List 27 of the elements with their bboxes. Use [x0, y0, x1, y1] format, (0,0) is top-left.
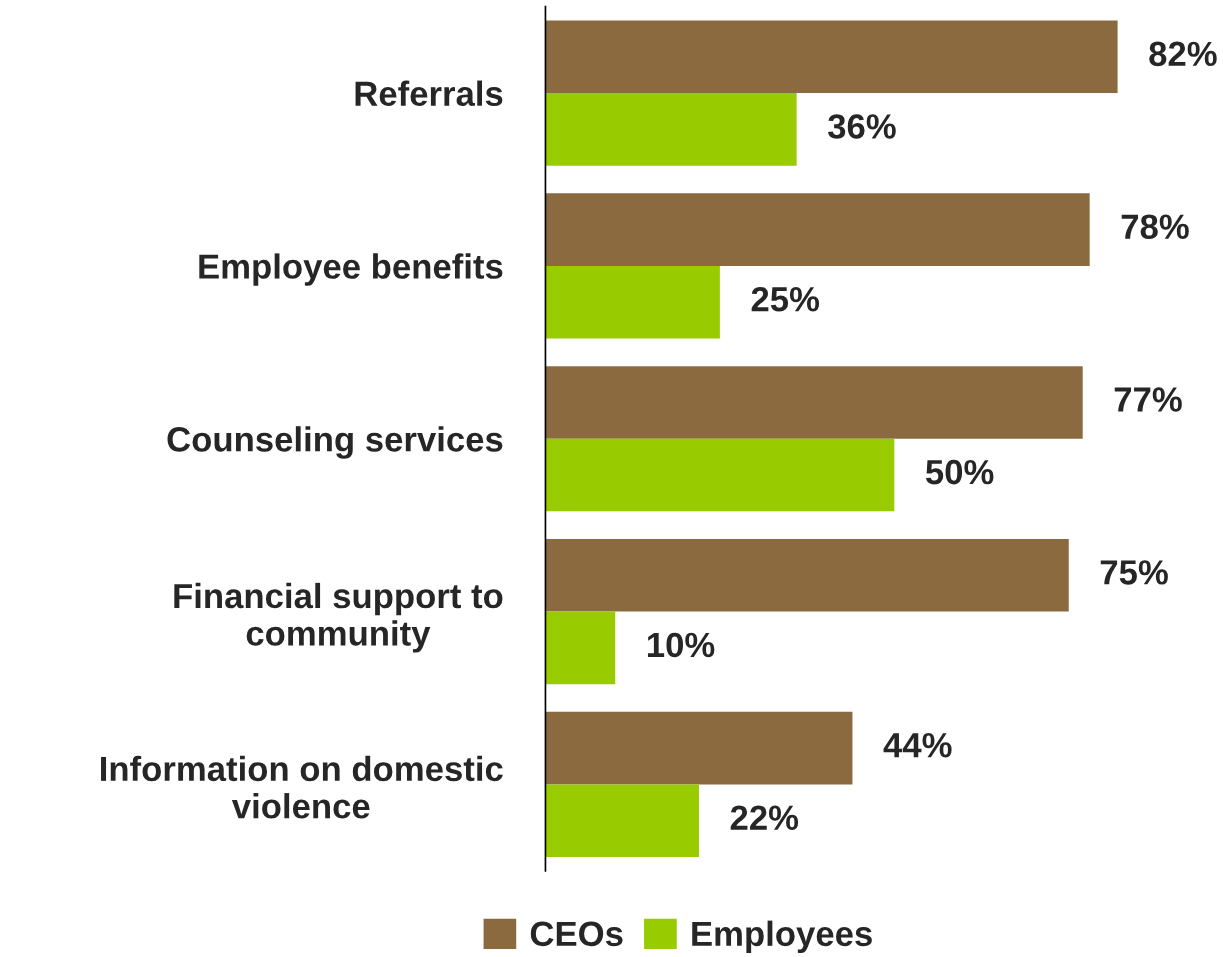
data-label: 36%: [827, 114, 896, 139]
bar: [545, 20, 1118, 94]
data-label: 50%: [925, 459, 994, 485]
bar: [545, 193, 1090, 266]
bar: [545, 438, 895, 512]
data-label: 22%: [730, 805, 799, 830]
bar: [545, 265, 720, 339]
y-tick-label: Employee benefits: [199, 253, 503, 286]
legend-label: CEOs: [530, 921, 623, 947]
bar: [545, 539, 1069, 612]
y-tick-label: Financial support to community: [174, 582, 503, 653]
data-label: 44%: [883, 732, 952, 758]
data-label: 82%: [1149, 41, 1217, 67]
data-label: 25%: [751, 286, 820, 312]
data-label: 75%: [1100, 560, 1168, 585]
bar: [545, 366, 1083, 439]
legend-label: Employees: [692, 920, 872, 953]
bar: [545, 93, 797, 166]
y-tick-label: Referrals: [355, 80, 503, 107]
bar: [545, 611, 616, 685]
bar: [545, 784, 699, 858]
y-tick-label: Information on domestic violence: [101, 755, 503, 819]
bar: [545, 711, 853, 785]
y-tick-label: Counseling services: [167, 426, 503, 459]
data-label: 78%: [1121, 214, 1189, 239]
data-label: 77%: [1114, 387, 1182, 412]
data-label: 10%: [647, 632, 715, 658]
